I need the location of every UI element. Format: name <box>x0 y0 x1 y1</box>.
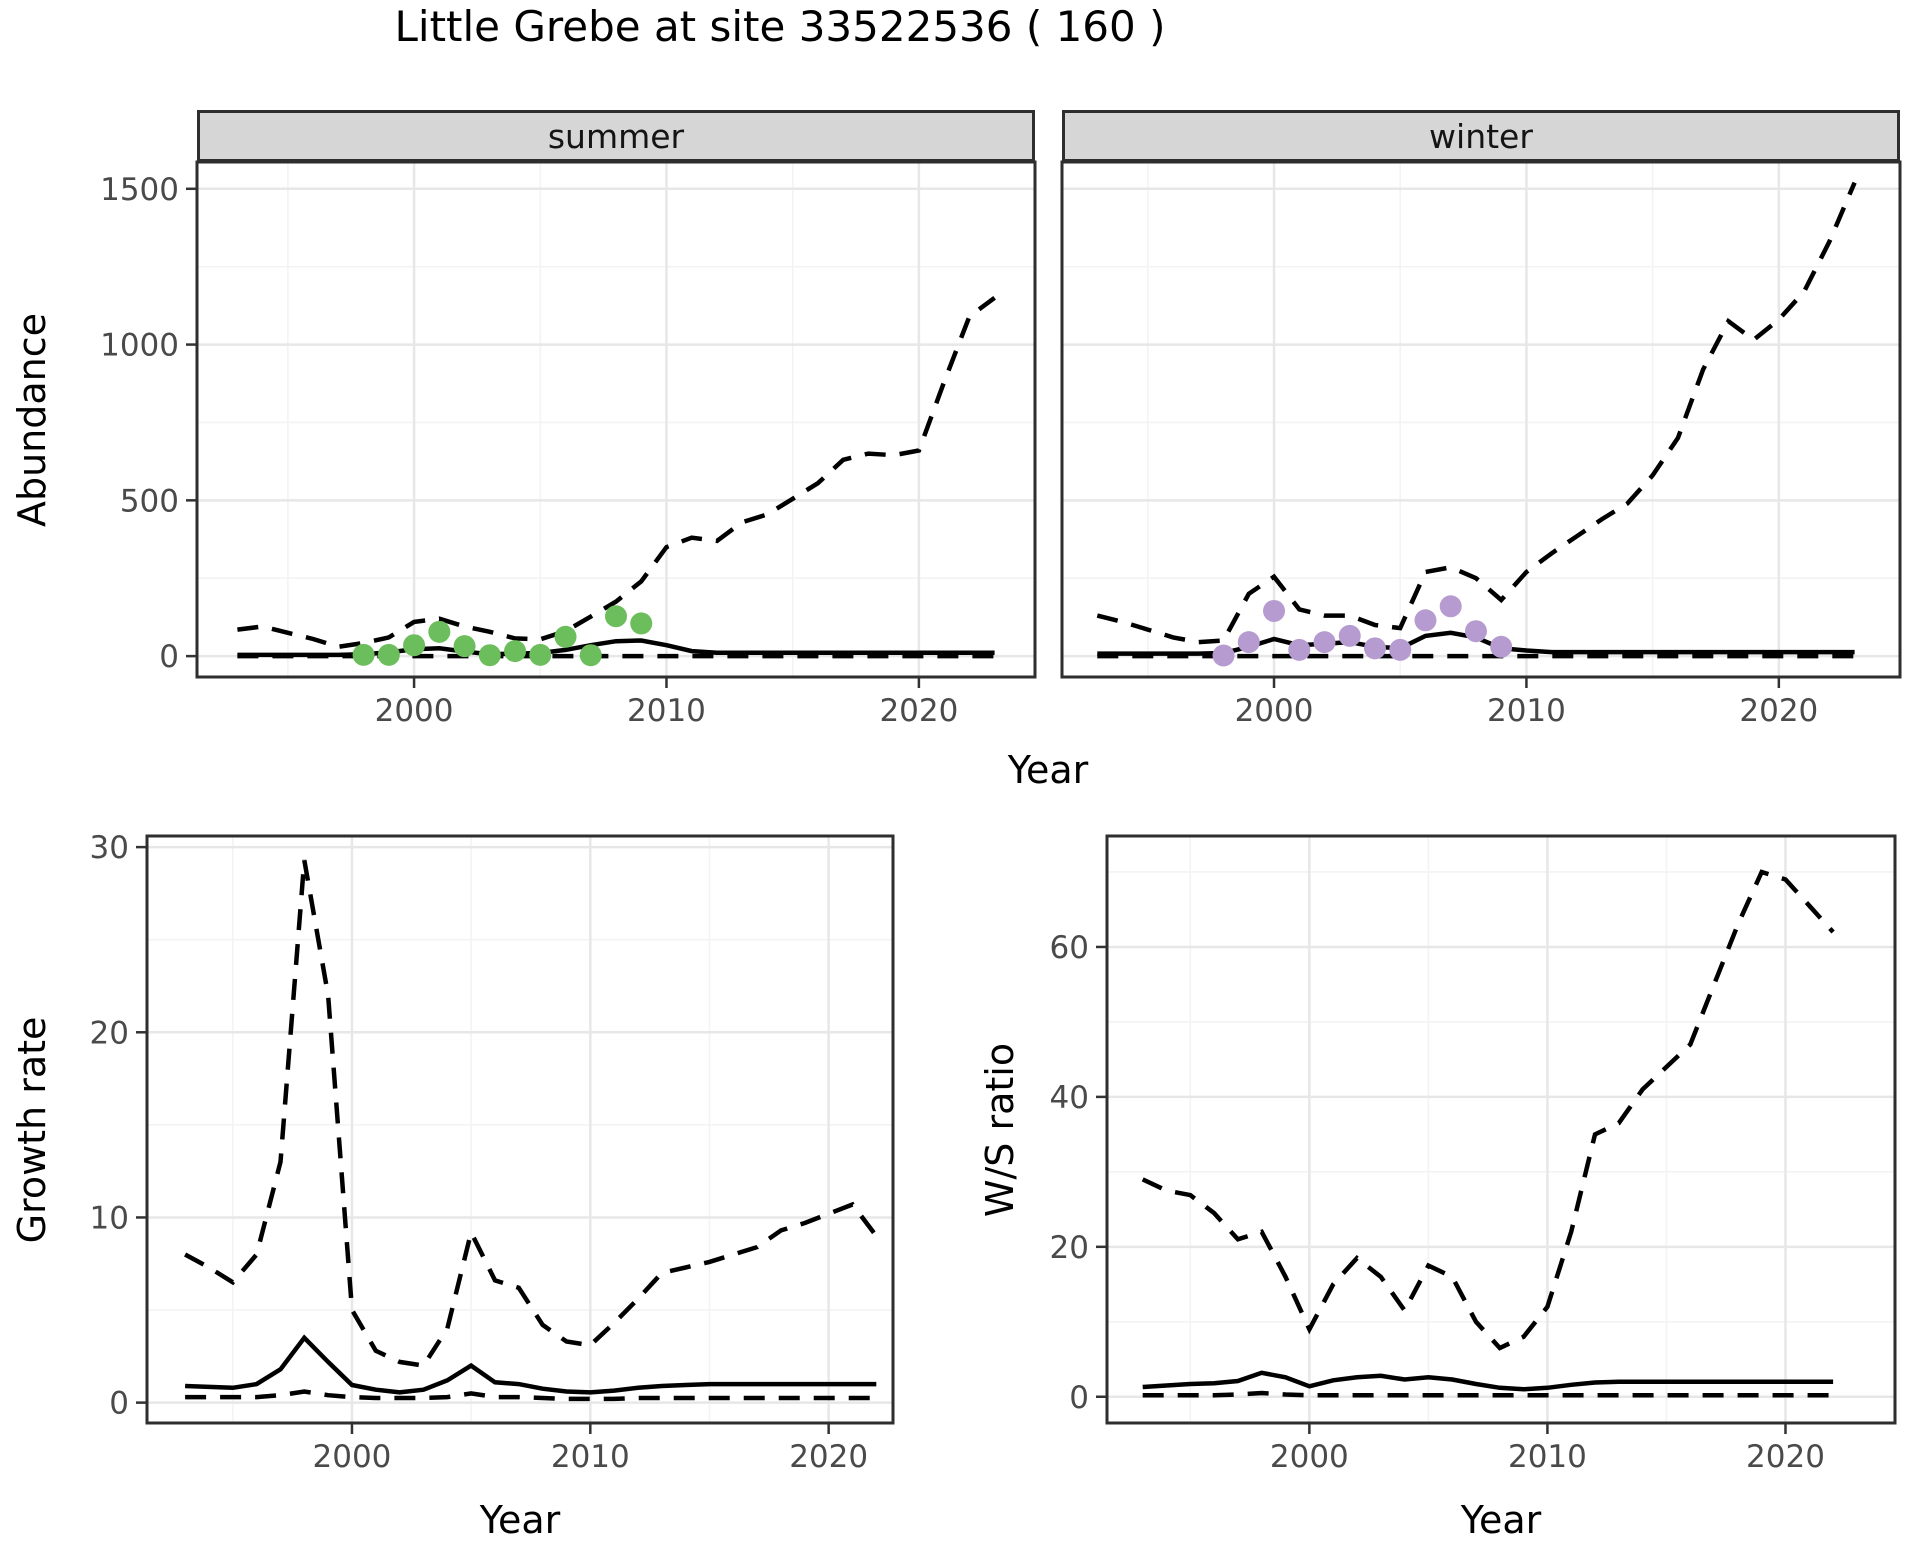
facet-strip-summer: summer <box>197 110 1035 162</box>
panel-ws-ratio-y-axis: 0 20 40 60 <box>1050 930 1106 1416</box>
svg-text:2010: 2010 <box>551 1439 630 1475</box>
abundance-axis-title: Abundance <box>10 312 54 528</box>
svg-text:2010: 2010 <box>1487 693 1566 729</box>
panel-ws-ratio-x-axis: 2000 2010 2020 <box>1270 1424 1825 1475</box>
year-axis-title-bottom-right: Year <box>1460 1498 1542 1542</box>
panel-abundance-winter-grid-major <box>1062 162 1900 677</box>
panel-abundance-winter-upper_ci-line <box>1096 181 1857 645</box>
svg-text:0: 0 <box>159 639 179 675</box>
svg-text:2000: 2000 <box>1235 693 1314 729</box>
svg-text:2020: 2020 <box>879 693 958 729</box>
panel-abundance-winter-grid-minor <box>1062 162 1900 677</box>
svg-text:2020: 2020 <box>1746 1439 1825 1475</box>
year-axis-title-bottom-left: Year <box>479 1498 561 1542</box>
panel-ws-ratio-median_fit-line <box>1142 1370 1834 1392</box>
panel-ws-ratio-border <box>1105 834 1897 1425</box>
panel-growth-rate-lower_ci-line <box>185 1389 877 1402</box>
panel-growth-rate-grid-minor <box>147 836 893 1423</box>
svg-text:1500: 1500 <box>100 172 179 208</box>
panel-growth-rate-upper_ci-line <box>184 859 879 1369</box>
growth-rate-axis-title: Growth rate <box>10 1016 54 1244</box>
svg-text:60: 60 <box>1050 930 1089 966</box>
svg-text:2020: 2020 <box>1739 693 1818 729</box>
panel-growth-rate: 2000 2010 2020 0 10 20 30 <box>90 830 895 1475</box>
svg-text:20: 20 <box>1050 1230 1089 1266</box>
year-axis-title-top: Year <box>1007 748 1089 792</box>
panel-ws-ratio-upper_ci-line <box>1141 869 1835 1351</box>
panel-ws-ratio-lower_ci-line <box>1142 1390 1834 1398</box>
panel-growth-rate-grid-major <box>147 836 893 1423</box>
panel-abundance-summer-grid-major <box>197 162 1035 677</box>
svg-text:20: 20 <box>90 1015 129 1051</box>
panel-abundance-summer-grid-minor <box>197 162 1035 677</box>
panel-growth-rate-median_fit-line <box>185 1334 877 1395</box>
ws-ratio-axis-title: W/S ratio <box>978 1042 1022 1218</box>
panel-abundance-winter-observed-points <box>1212 595 1513 667</box>
svg-text:30: 30 <box>90 830 129 866</box>
svg-text:2010: 2010 <box>627 693 706 729</box>
panel-abundance-winter: 2000 2010 2020 <box>1060 160 1902 729</box>
panel-abundance-summer-border <box>195 160 1037 679</box>
facet-strip-summer-label: summer <box>547 116 685 156</box>
panel-abundance-summer-observed-points <box>352 605 653 667</box>
panel-growth-rate-y-axis: 0 10 20 30 <box>90 830 146 1422</box>
panel-abundance-winter-border <box>1060 160 1902 679</box>
svg-text:0: 0 <box>109 1386 129 1422</box>
panel-abundance-summer-y-axis: 0 500 1000 1500 <box>100 172 196 675</box>
facet-strip-winter: winter <box>1062 110 1900 162</box>
svg-text:40: 40 <box>1050 1080 1089 1116</box>
panel-abundance-summer-x-axis: 2000 2010 2020 <box>375 678 958 729</box>
panel-growth-rate-x-axis: 2000 2010 2020 <box>313 1424 868 1475</box>
panel-abundance-summer: 2000 2010 2020 0 500 1000 1500 <box>100 160 1037 729</box>
svg-text:0: 0 <box>1069 1380 1089 1416</box>
panel-abundance-winter-x-axis: 2000 2010 2020 <box>1235 678 1818 729</box>
panel-abundance-summer-upper_ci-line <box>237 295 996 650</box>
panel-ws-ratio: 2000 2010 2020 0 20 40 60 <box>1050 834 1897 1475</box>
svg-text:1000: 1000 <box>100 328 179 364</box>
panel-growth-rate-border <box>145 834 895 1425</box>
svg-text:10: 10 <box>90 1200 129 1236</box>
svg-text:2000: 2000 <box>375 693 454 729</box>
svg-text:2020: 2020 <box>789 1439 868 1475</box>
svg-text:2010: 2010 <box>1508 1439 1587 1475</box>
svg-text:2000: 2000 <box>1270 1439 1349 1475</box>
chart-title: Little Grebe at site 33522536 ( 160 ) <box>394 2 1166 51</box>
facet-strip-winter-label: winter <box>1429 116 1533 156</box>
svg-text:500: 500 <box>120 483 179 519</box>
svg-text:2000: 2000 <box>313 1439 392 1475</box>
